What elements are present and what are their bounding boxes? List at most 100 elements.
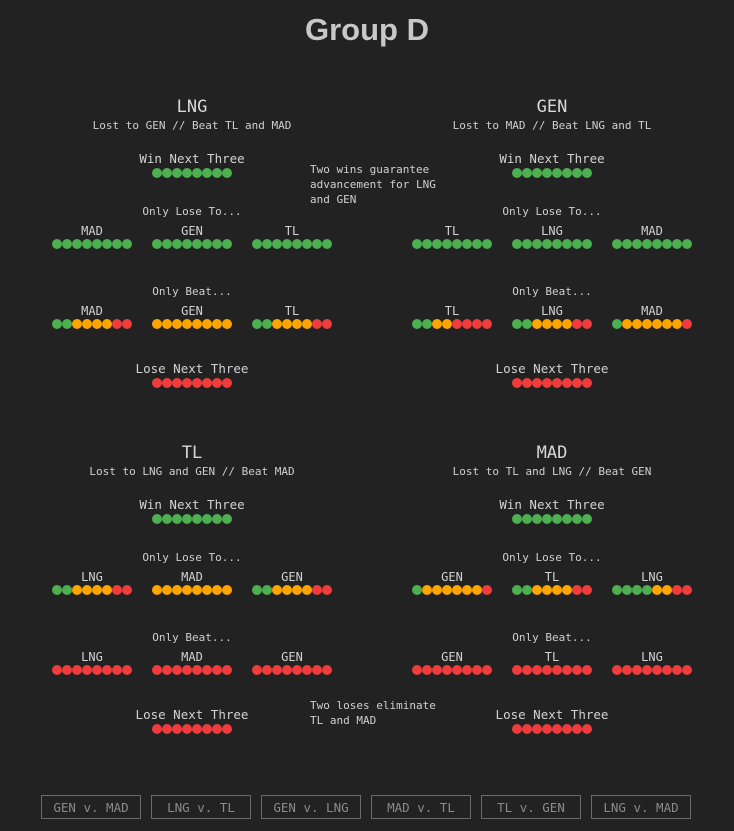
only-lose-to-dots bbox=[152, 585, 232, 595]
outcome-dot bbox=[152, 239, 162, 249]
only-lose-to-label: Only Lose To... bbox=[502, 551, 602, 564]
outcome-dot bbox=[522, 665, 532, 675]
lose-next-three-dots bbox=[512, 724, 592, 734]
match-button[interactable]: TL v. GEN bbox=[481, 795, 581, 819]
outcome-dot bbox=[462, 239, 472, 249]
only-beat-label: Only Beat... bbox=[512, 285, 592, 298]
outcome-dot bbox=[302, 319, 312, 329]
match-button[interactable]: LNG v. TL bbox=[151, 795, 251, 819]
outcome-dot bbox=[572, 168, 582, 178]
only-lose-to-dots bbox=[252, 239, 332, 249]
outcome-dot bbox=[452, 585, 462, 595]
only-lose-to-dots bbox=[412, 239, 492, 249]
outcome-dot bbox=[622, 585, 632, 595]
outcome-dot bbox=[152, 378, 162, 388]
opponent-label: GEN bbox=[441, 650, 463, 664]
outcome-dot bbox=[432, 665, 442, 675]
match-button[interactable]: GEN v. LNG bbox=[261, 795, 361, 819]
outcome-dot bbox=[272, 665, 282, 675]
only-beat-dots bbox=[52, 319, 132, 329]
only-beat-dots bbox=[152, 319, 232, 329]
match-button[interactable]: GEN v. MAD bbox=[41, 795, 141, 819]
team-panel-tl: TL Lost to LNG and GEN // Beat MAD Win Nex… bbox=[52, 443, 352, 783]
outcome-dot bbox=[112, 585, 122, 595]
only-lose-to-dots bbox=[252, 585, 332, 595]
outcome-dot bbox=[212, 168, 222, 178]
opponent-label: TL bbox=[544, 650, 560, 664]
outcome-dot bbox=[312, 585, 322, 595]
outcome-dot bbox=[152, 724, 162, 734]
outcome-dot bbox=[72, 665, 82, 675]
outcome-dot bbox=[582, 168, 592, 178]
outcome-dot bbox=[172, 665, 182, 675]
outcome-dot bbox=[552, 665, 562, 675]
only-beat-label: Only Beat... bbox=[152, 631, 232, 644]
outcome-dot bbox=[172, 514, 182, 524]
outcome-dot bbox=[162, 168, 172, 178]
outcome-dot bbox=[512, 585, 522, 595]
opponent-label: GEN bbox=[281, 570, 303, 584]
outcome-dot bbox=[172, 319, 182, 329]
outcome-dot bbox=[652, 585, 662, 595]
opponent-label: MAD bbox=[641, 304, 663, 318]
only-lose-to-label: Only Lose To... bbox=[142, 551, 242, 564]
only-lose-to-dots bbox=[52, 585, 132, 595]
outcome-dot bbox=[682, 319, 692, 329]
lose-next-three-dots bbox=[152, 378, 232, 388]
outcome-dot bbox=[262, 239, 272, 249]
outcome-dot bbox=[532, 724, 542, 734]
opponent-label: MAD bbox=[181, 570, 203, 584]
outcome-dot bbox=[192, 378, 202, 388]
outcome-dot bbox=[622, 665, 632, 675]
outcome-dot bbox=[62, 239, 72, 249]
only-beat-dots bbox=[252, 665, 332, 675]
outcome-dot bbox=[442, 585, 452, 595]
outcome-dot bbox=[622, 319, 632, 329]
outcome-dot bbox=[182, 724, 192, 734]
win-next-three-dots bbox=[152, 514, 232, 524]
outcome-dot bbox=[202, 378, 212, 388]
outcome-dot bbox=[562, 168, 572, 178]
outcome-dot bbox=[202, 585, 212, 595]
outcome-dot bbox=[562, 585, 572, 595]
outcome-dot bbox=[442, 319, 452, 329]
outcome-dot bbox=[412, 239, 422, 249]
outcome-dot bbox=[572, 319, 582, 329]
outcome-dot bbox=[482, 585, 492, 595]
outcome-dot bbox=[52, 665, 62, 675]
outcome-dot bbox=[212, 378, 222, 388]
outcome-dot bbox=[432, 585, 442, 595]
outcome-dot bbox=[682, 665, 692, 675]
only-beat-dots bbox=[412, 319, 492, 329]
outcome-dot bbox=[672, 319, 682, 329]
outcome-dot bbox=[182, 665, 192, 675]
outcome-dot bbox=[272, 239, 282, 249]
outcome-dot bbox=[482, 665, 492, 675]
outcome-dot bbox=[522, 319, 532, 329]
outcome-dot bbox=[512, 239, 522, 249]
outcome-dot bbox=[182, 168, 192, 178]
outcome-dot bbox=[522, 514, 532, 524]
outcome-dot bbox=[72, 319, 82, 329]
outcome-dot bbox=[672, 239, 682, 249]
team-record: Lost to LNG and GEN // Beat MAD bbox=[89, 465, 295, 478]
outcome-dot bbox=[522, 168, 532, 178]
outcome-dot bbox=[212, 239, 222, 249]
outcome-dot bbox=[452, 239, 462, 249]
outcome-dot bbox=[222, 168, 232, 178]
outcome-dot bbox=[422, 239, 432, 249]
outcome-dot bbox=[222, 724, 232, 734]
match-button[interactable]: MAD v. TL bbox=[371, 795, 471, 819]
match-button[interactable]: LNG v. MAD bbox=[591, 795, 691, 819]
outcome-dot bbox=[162, 514, 172, 524]
outcome-dot bbox=[422, 585, 432, 595]
outcome-dot bbox=[512, 168, 522, 178]
outcome-dot bbox=[412, 665, 422, 675]
outcome-dot bbox=[682, 239, 692, 249]
outcome-dot bbox=[562, 514, 572, 524]
outcome-dot bbox=[262, 585, 272, 595]
outcome-dot bbox=[102, 665, 112, 675]
outcome-dot bbox=[82, 239, 92, 249]
outcome-dot bbox=[122, 585, 132, 595]
outcome-dot bbox=[672, 665, 682, 675]
